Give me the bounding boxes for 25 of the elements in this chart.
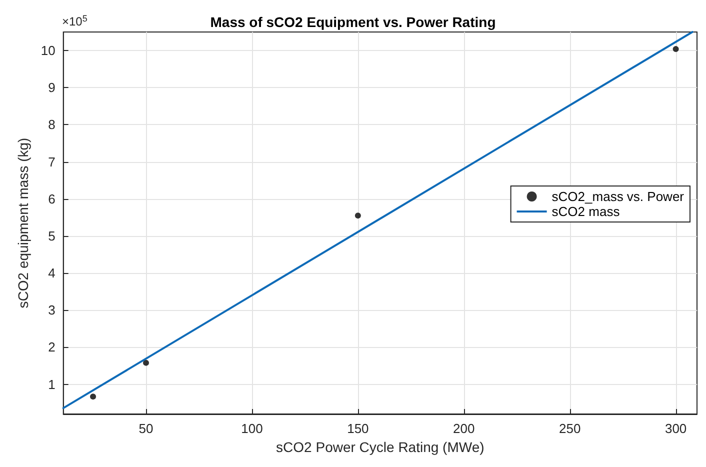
y-tick-label: 7 xyxy=(48,154,56,170)
y-tick-label: 4 xyxy=(48,266,56,281)
point xyxy=(90,394,96,400)
chart-title: Mass of sCO2 Equipment vs. Power Rating xyxy=(210,14,496,30)
y-tick-label: 6 xyxy=(48,191,56,206)
x-tick-label: 300 xyxy=(664,421,687,436)
x-tick-label: 250 xyxy=(558,421,581,436)
legend-label: sCO2_mass vs. Power xyxy=(552,189,685,204)
y-tick-label: 9 xyxy=(48,80,56,96)
x-tick-label: 50 xyxy=(138,421,154,436)
y-tick-label: 8 xyxy=(48,117,56,132)
y-tick-label: 5 xyxy=(48,228,56,244)
point xyxy=(672,46,679,52)
y-tick-label: 2 xyxy=(48,340,56,355)
point xyxy=(143,360,150,366)
x-tick-label: 200 xyxy=(453,421,475,436)
y-tick-label: 10 xyxy=(40,43,56,58)
x-tick-label: 100 xyxy=(241,421,263,436)
y-tick-label: 1 xyxy=(48,376,56,392)
x-axis-title: sCO2 Power Cycle Rating (MWe) xyxy=(276,439,484,455)
legend-label: sCO2 mass xyxy=(552,204,620,219)
x-tick-label: 150 xyxy=(347,421,369,436)
y-tick-label: 3 xyxy=(48,302,56,318)
y-axis-title: sCO2 equipment mass (kg) xyxy=(15,138,31,308)
point xyxy=(354,212,361,219)
